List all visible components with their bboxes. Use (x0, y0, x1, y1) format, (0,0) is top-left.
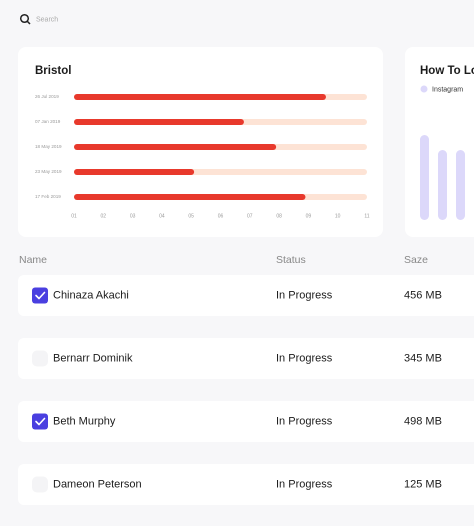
checkbox-checked[interactable] (32, 287, 48, 304)
row (18, 464, 474, 505)
checkbox[interactable] (32, 350, 48, 367)
y-tick-label: 26 Jul 2019 (35, 94, 59, 99)
row-size: 498 MB (404, 415, 442, 427)
row (18, 275, 474, 316)
row-status: In Progress (276, 352, 333, 364)
checkbox[interactable] (32, 476, 48, 493)
x-tick-label: 02 (101, 213, 107, 219)
card-title: How To Lo (420, 65, 474, 77)
y-tick-label: 17 Feb 2019 (35, 194, 61, 199)
checkmark (35, 417, 46, 426)
bar (74, 169, 195, 175)
card-title: Bristol (35, 65, 71, 77)
search-icon (19, 13, 30, 24)
x-tick-label: 08 (276, 213, 282, 219)
row-name: Chinaza Akachi (53, 289, 129, 301)
bar (74, 119, 244, 125)
row-status: In Progress (276, 289, 333, 301)
bar (420, 135, 429, 220)
card (18, 47, 383, 237)
y-tick-label: 07 Jan 2019 (35, 119, 61, 124)
row-name: Bernarr Dominik (53, 352, 133, 364)
search-input[interactable]: Search (36, 16, 58, 23)
x-tick-label: 05 (188, 213, 194, 219)
row (18, 401, 474, 442)
bar (438, 150, 447, 220)
row (18, 338, 474, 379)
search-icon-handle (26, 20, 31, 25)
legend-label: Instagram (432, 86, 463, 93)
legend-swatch (420, 85, 428, 93)
column-header: Name (19, 254, 47, 266)
row-size: 345 MB (404, 352, 442, 364)
column-header: Saze (404, 254, 428, 266)
x-tick-label: 10 (335, 213, 341, 219)
y-tick-label: 18 May 2019 (35, 144, 62, 149)
bar (74, 94, 326, 100)
bar (74, 144, 277, 150)
x-tick-label: 11 (364, 213, 369, 219)
x-tick-label: 03 (130, 213, 136, 219)
row-size: 456 MB (404, 289, 442, 301)
x-tick-label: 06 (218, 213, 224, 219)
row-status: In Progress (276, 478, 333, 490)
row-name: Beth Murphy (53, 415, 116, 427)
x-tick-label: 01 (71, 213, 77, 219)
bar (456, 150, 465, 220)
y-tick-label: 23 May 2019 (35, 169, 62, 174)
row-size: 125 MB (404, 478, 442, 490)
checkbox-checked[interactable] (32, 413, 48, 430)
column-header: Status (276, 254, 306, 266)
x-tick-label: 09 (306, 213, 312, 219)
checkmark (35, 291, 46, 300)
x-tick-label: 04 (159, 213, 165, 219)
x-tick-label: 07 (247, 213, 253, 219)
row-status: In Progress (276, 415, 333, 427)
bar (74, 194, 306, 200)
row-name: Dameon Peterson (53, 478, 142, 490)
